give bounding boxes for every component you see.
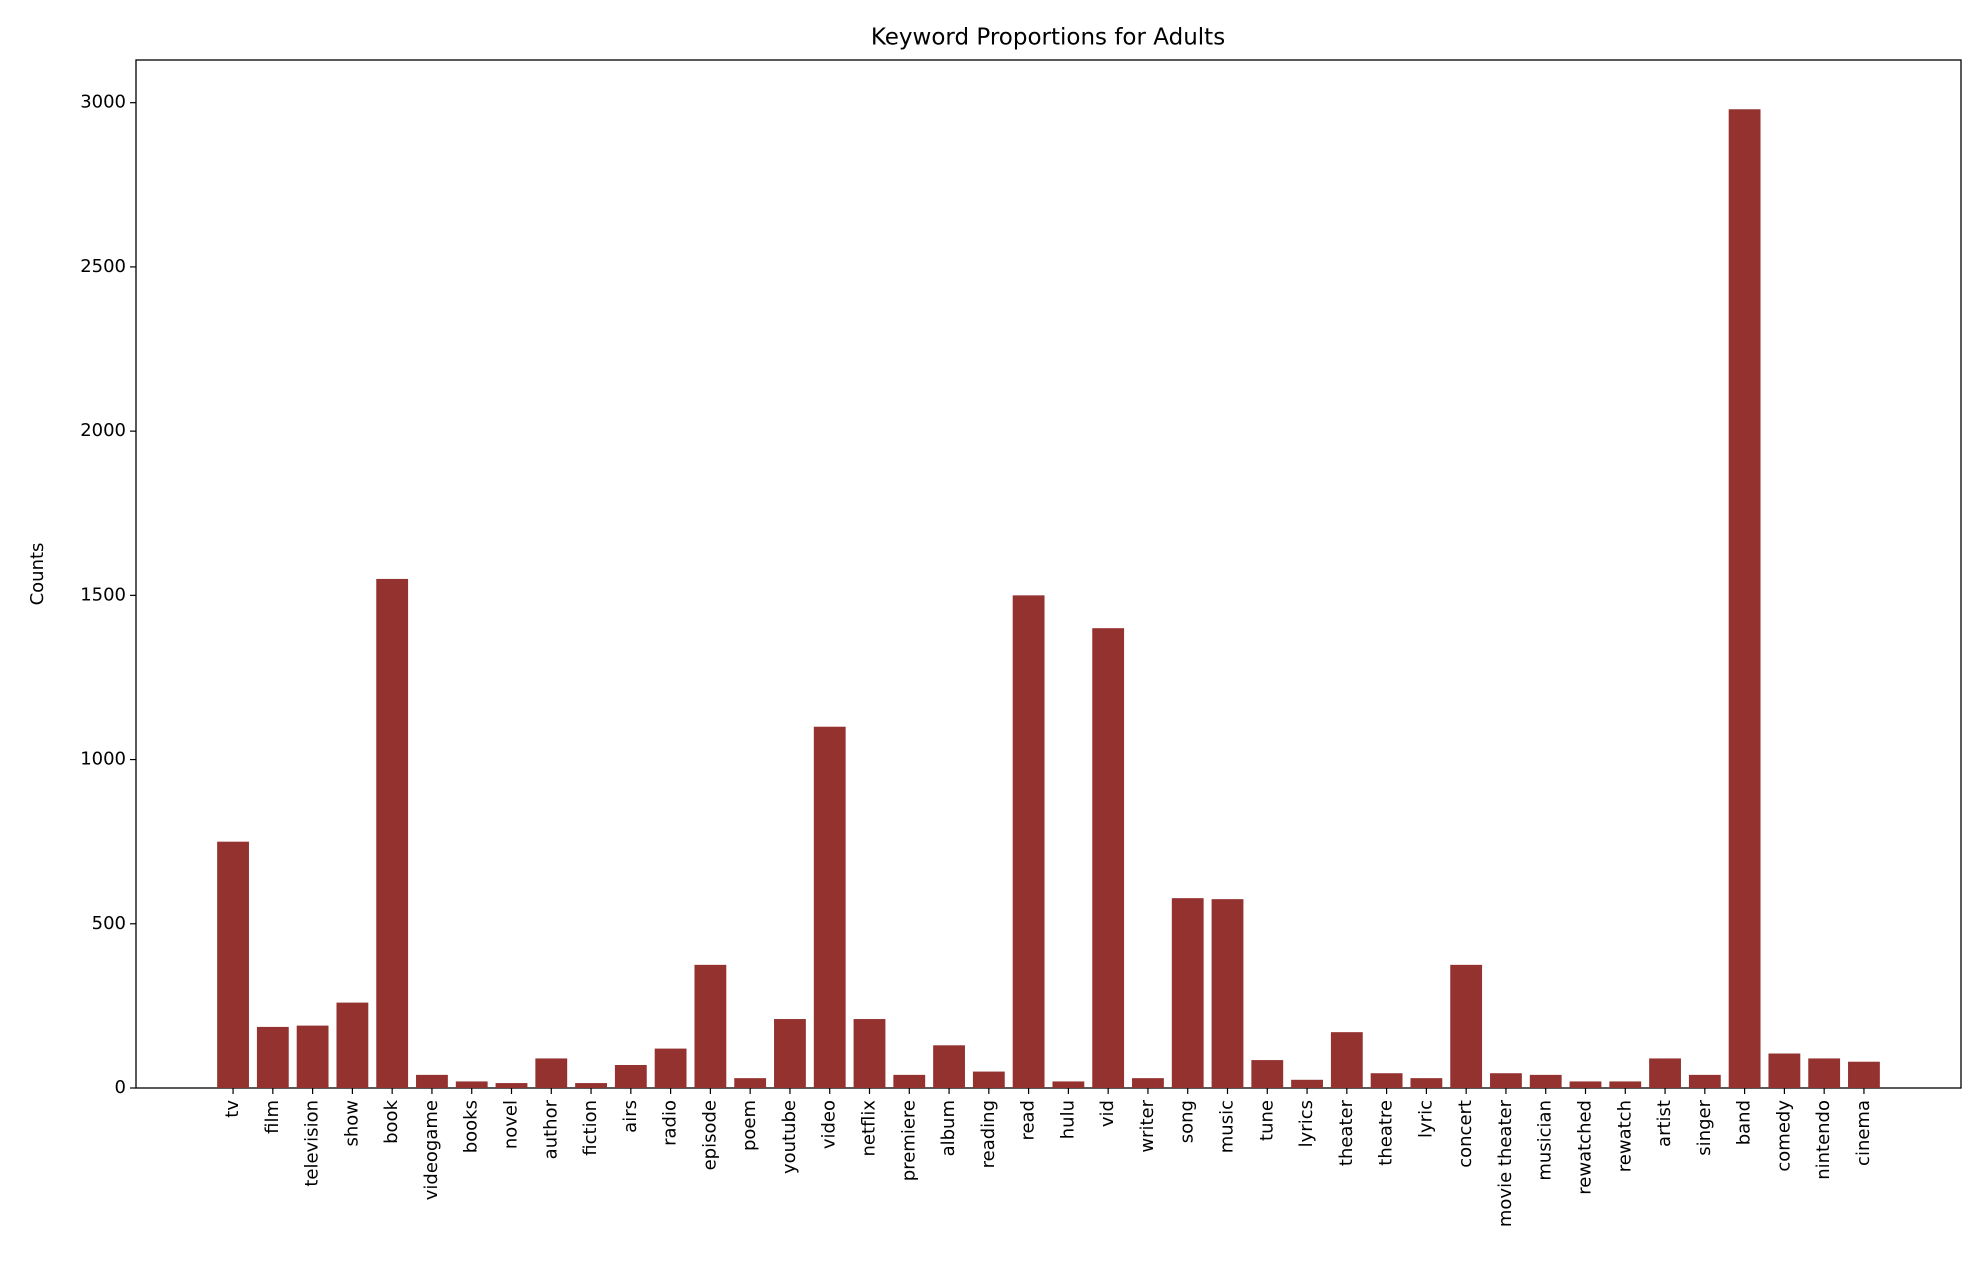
bar [694,964,727,1088]
bar [1370,1073,1403,1088]
bar [1330,1032,1363,1088]
x-tick-label: song [1177,1100,1198,1143]
x-tick-label: band [1734,1100,1755,1145]
x-tick-label: lyrics [1296,1100,1317,1147]
x-tick-label: cinema [1853,1100,1874,1166]
x-tick-label: nintendo [1813,1100,1834,1180]
bar [734,1078,767,1088]
y-tick-label: 500 [92,913,126,934]
bar [893,1074,926,1088]
x-tick-label: singer [1694,1099,1715,1155]
x-tick-label: rewatched [1574,1100,1595,1195]
x-tick-label: youtube [779,1100,800,1174]
bar [933,1045,965,1088]
bar [1529,1074,1562,1088]
y-tick-label: 1000 [80,749,126,770]
bar [813,726,846,1088]
bar [1251,1060,1284,1088]
bar [774,1019,806,1088]
x-tick-label: concert [1455,1100,1476,1168]
x-tick-label: hulu [1057,1100,1078,1139]
bar [455,1081,488,1088]
x-tick-label: theatre [1376,1100,1397,1166]
x-tick-label: books [461,1100,482,1153]
x-tick-label: television [302,1100,323,1187]
bar [1609,1081,1642,1088]
bar [1490,1073,1522,1088]
bar [1410,1078,1443,1088]
y-tick-label: 0 [115,1077,126,1098]
x-tick-label: movie theater [1495,1099,1516,1227]
bar [296,1025,329,1088]
x-tick-label: airs [620,1100,641,1133]
y-tick-label: 1500 [80,584,126,605]
x-tick-label: music [1216,1100,1237,1153]
bar [654,1048,687,1088]
x-tick-label: tv [222,1100,243,1118]
bar [1291,1079,1323,1088]
bar [614,1065,647,1088]
x-tick-label: artist [1654,1100,1675,1147]
x-tick-label: radio [660,1100,681,1146]
x-tick-label: rewatch [1614,1100,1635,1172]
bar [416,1074,448,1088]
x-tick-label: video [819,1100,840,1149]
bar [575,1083,607,1088]
y-tick-label: 2000 [80,420,126,441]
x-tick-label: lyric [1415,1100,1436,1138]
bar [376,578,409,1088]
x-tick-label: vid [1097,1100,1118,1127]
x-tick-label: film [262,1100,283,1134]
bar [1450,964,1483,1088]
x-tick-label: theater [1336,1099,1357,1166]
bar [256,1026,289,1088]
x-tick-label: netflix [859,1100,880,1157]
bar [495,1083,528,1088]
x-tick-label: reading [978,1100,999,1168]
bar [1171,898,1204,1088]
x-tick-label: poem [739,1100,760,1151]
x-tick-label: comedy [1773,1100,1794,1172]
bar [1768,1053,1801,1088]
bar [217,841,249,1088]
x-tick-label: read [1018,1100,1039,1141]
x-tick-label: fiction [580,1100,601,1156]
bar [1569,1081,1602,1088]
bar [1848,1061,1880,1088]
chart-title: Keyword Proportions for Adults [871,25,1225,51]
bar [1052,1081,1085,1088]
y-tick-label: 2500 [80,256,126,277]
bar [1649,1058,1681,1088]
x-tick-label: writer [1137,1099,1158,1152]
x-tick-label: musician [1535,1100,1556,1181]
x-tick-label: videogame [421,1100,442,1200]
bar [1092,628,1125,1088]
x-tick-label: episode [699,1100,720,1170]
x-tick-label: show [341,1100,362,1147]
bar [336,1002,369,1088]
bar [535,1058,568,1088]
x-tick-label: premiere [898,1100,919,1181]
bar [853,1019,886,1088]
bar [1132,1078,1164,1088]
y-axis-label: Counts [27,543,48,606]
x-tick-label: album [938,1100,959,1156]
bar [1688,1074,1721,1088]
y-tick-label: 3000 [80,92,126,113]
x-tick-label: tune [1256,1100,1277,1141]
plot-frame [135,59,1962,1089]
bar [1211,899,1244,1088]
bar [1012,595,1045,1088]
bar [1728,109,1761,1088]
bar [1808,1058,1841,1088]
bar [972,1071,1005,1088]
x-tick-label: novel [501,1100,522,1149]
x-tick-label: author [540,1099,561,1159]
x-tick-label: book [381,1099,402,1143]
